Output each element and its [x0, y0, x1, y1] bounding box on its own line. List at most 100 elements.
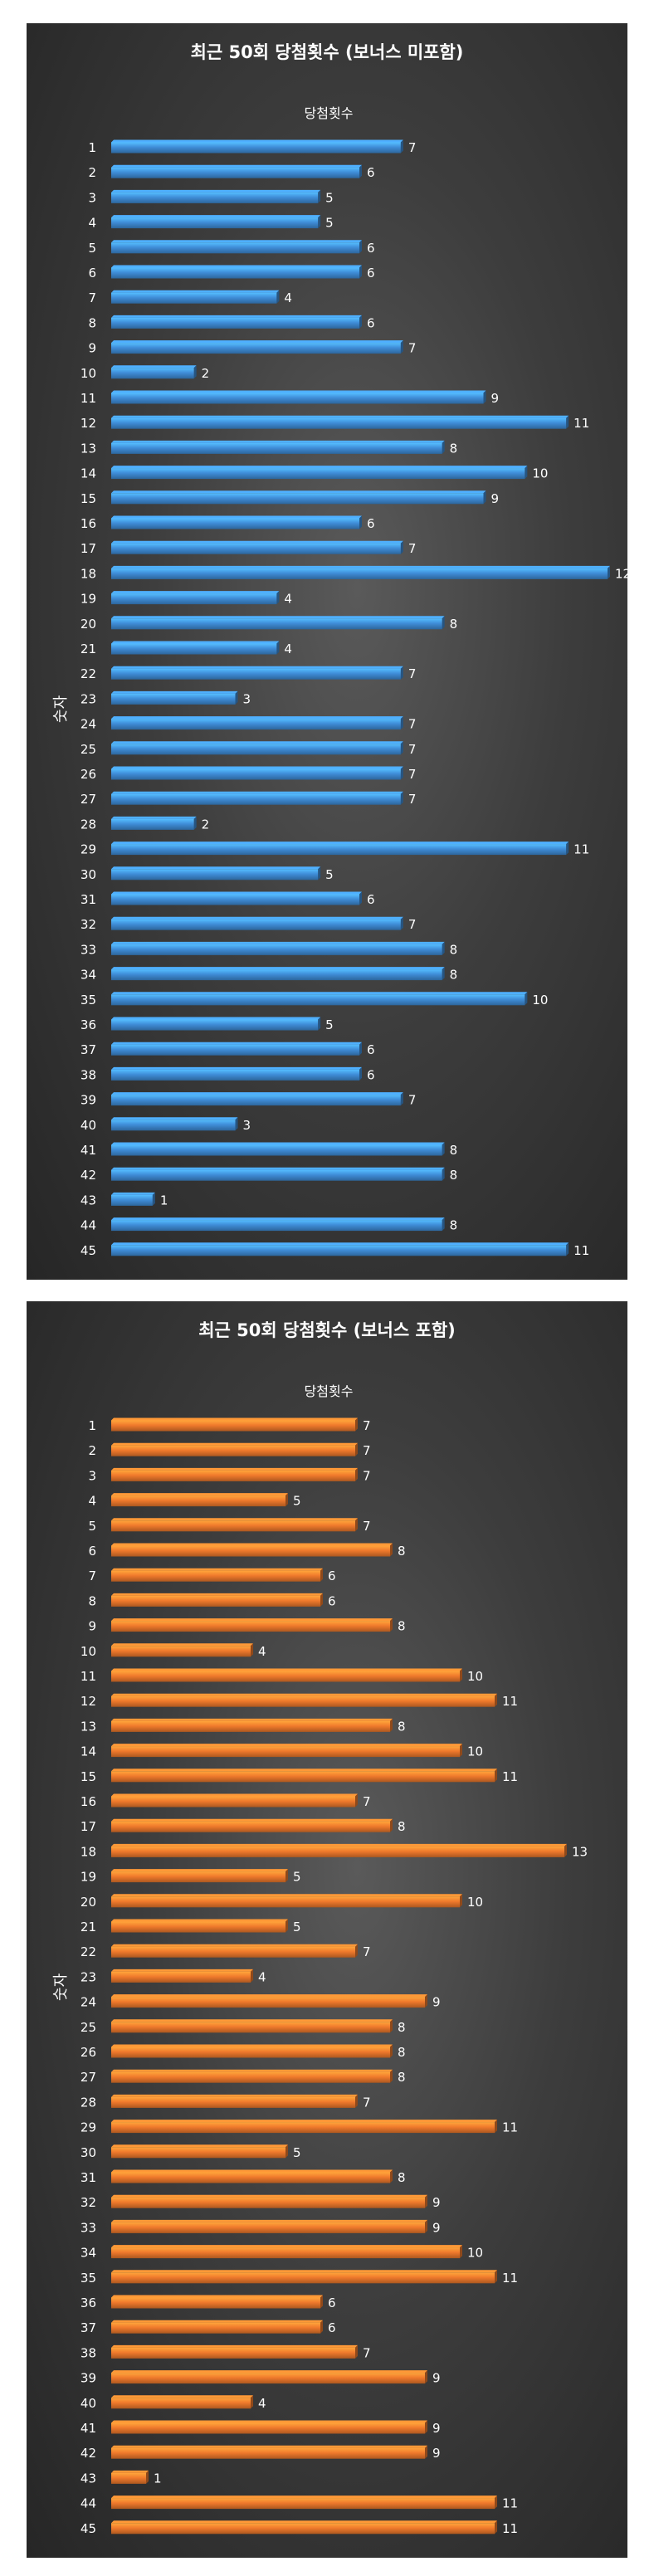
data-label: 10	[532, 466, 548, 481]
bar-side-face	[318, 1017, 321, 1031]
bar	[111, 818, 194, 830]
data-label: 7	[363, 1443, 371, 1458]
bar-top-face	[111, 1042, 362, 1045]
bar	[111, 1871, 286, 1883]
data-label: 5	[293, 1494, 301, 1509]
y-tick-label: 13	[81, 441, 96, 456]
bar	[111, 267, 359, 279]
bar-side-face	[320, 2320, 323, 2334]
bar-side-face	[146, 2470, 149, 2484]
data-label: 8	[450, 441, 458, 456]
y-tick-label: 45	[81, 1243, 96, 1258]
bar	[111, 1821, 390, 1832]
y-tick-label: 24	[81, 1995, 96, 2010]
data-label: 6	[328, 1593, 336, 1608]
bar-top-face	[111, 490, 486, 494]
bar-top-face	[111, 1568, 323, 1571]
data-label: 8	[398, 2045, 406, 2060]
bar	[111, 1595, 320, 1607]
bar	[111, 2398, 251, 2409]
bar-side-face	[400, 916, 403, 930]
y-tick-label: 7	[88, 1569, 96, 1583]
data-label: 1	[154, 2471, 162, 2486]
y-tick-label: 14	[81, 466, 96, 481]
y-tick-label: 41	[81, 2421, 96, 2436]
data-label: 7	[363, 1794, 371, 1809]
data-label: 5	[293, 1870, 301, 1885]
bar-top-face	[111, 2295, 323, 2298]
bar	[111, 744, 401, 755]
bar-side-face	[425, 1994, 427, 2008]
bar-top-face	[111, 390, 486, 393]
y-tick-label: 27	[81, 2070, 96, 2085]
y-tick-label: 12	[81, 1694, 96, 1709]
data-label: 11	[573, 1243, 589, 1258]
y-tick-label: 31	[81, 892, 96, 907]
y-tick-label: 25	[81, 742, 96, 757]
data-label: 8	[398, 2070, 406, 2085]
bar-top-face	[111, 565, 610, 568]
bar-top-face	[111, 1117, 238, 1120]
bar-side-face	[400, 791, 403, 805]
bar	[111, 2222, 425, 2233]
bar-side-face	[276, 591, 280, 605]
bar-top-face	[111, 2144, 288, 2148]
bar-side-face	[318, 866, 321, 881]
y-tick-label: 10	[81, 1644, 96, 1659]
bar-top-face	[111, 741, 403, 744]
bar-top-face	[111, 1919, 288, 1922]
data-label: 7	[408, 666, 417, 681]
bar-side-face	[608, 565, 610, 579]
bar-side-face	[425, 2219, 427, 2233]
bar-side-face	[425, 2370, 427, 2384]
bar-top-face	[111, 265, 362, 268]
bar-side-face	[483, 490, 486, 505]
bar	[111, 2147, 286, 2159]
y-tick-label: 38	[81, 1067, 96, 1082]
bar-side-face	[483, 390, 486, 404]
bar-top-face	[111, 1818, 393, 1822]
bar-top-face	[111, 1142, 445, 1145]
bar	[111, 2322, 320, 2334]
data-label: 7	[408, 541, 417, 556]
bar-side-face	[390, 1618, 393, 1632]
data-label: 6	[328, 1569, 336, 1583]
bar	[111, 292, 277, 304]
bar-side-face	[495, 1769, 497, 1783]
data-label: 6	[367, 165, 375, 180]
data-label: 7	[408, 140, 417, 155]
data-label: 8	[398, 1619, 406, 1634]
bar-top-face	[111, 766, 403, 769]
bar-top-face	[111, 1417, 358, 1421]
data-label: 6	[367, 241, 375, 256]
bar-side-face	[425, 2194, 427, 2208]
data-label: 8	[398, 2020, 406, 2035]
bar-top-face	[111, 1493, 288, 1496]
bar-side-face	[390, 1718, 393, 1732]
data-label: 10	[467, 1895, 483, 1910]
bar	[111, 1796, 355, 1808]
bar-side-face	[564, 1843, 567, 1857]
bar	[111, 1720, 390, 1732]
y-tick-label: 34	[81, 968, 96, 983]
data-label: 6	[367, 1042, 375, 1057]
data-label: 10	[467, 2246, 483, 2261]
bar	[111, 1420, 355, 1432]
data-label: 5	[293, 1920, 301, 1934]
bar-top-face	[111, 2370, 427, 2374]
bar-side-face	[152, 1192, 155, 1206]
bar-side-face	[400, 139, 403, 154]
bar-top-face	[111, 842, 569, 845]
y-tick-label: 39	[81, 2371, 96, 2386]
y-axis-title: 숫자	[52, 695, 70, 723]
y-tick-label: 29	[81, 2120, 96, 2135]
bar-top-face	[111, 967, 445, 970]
bar-side-face	[442, 1167, 445, 1181]
bar-side-face	[235, 690, 238, 705]
data-label: 8	[398, 1544, 406, 1559]
bar-top-face	[111, 240, 362, 243]
bar-side-face	[495, 2496, 497, 2510]
data-label: 5	[293, 2145, 301, 2160]
legend-entry: 당첨횟수	[305, 1383, 354, 1399]
y-tick-label: 5	[88, 1519, 96, 1534]
